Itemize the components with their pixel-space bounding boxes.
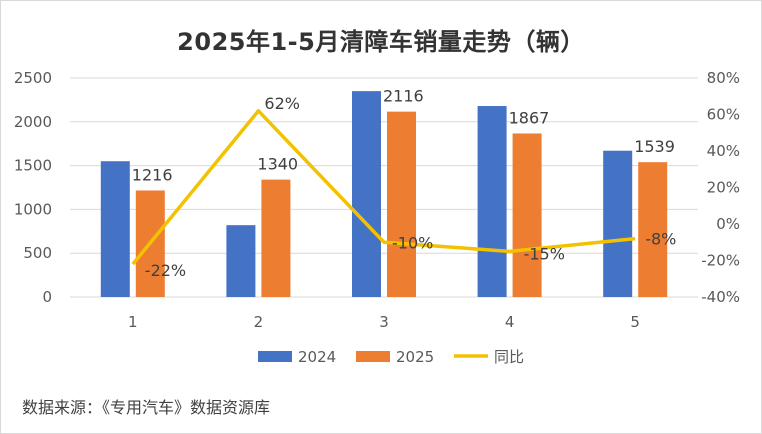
bar-2025 <box>638 162 668 297</box>
y-right-tick-label: -20% <box>701 252 740 270</box>
bars-layer <box>100 91 668 297</box>
line-layer <box>131 109 636 266</box>
y-right-tick-label: 0% <box>716 215 740 233</box>
bar-data-label: 2116 <box>383 87 424 106</box>
line-data-label: -15% <box>524 244 565 263</box>
bar-2025 <box>387 111 416 297</box>
axes-layer: 0 500 1000 1500 2000 2500 -40% -20% 0% 20% 40% 60% 8… <box>14 69 740 331</box>
y-left-tick-label: 2500 <box>14 69 52 87</box>
line-data-label: 62% <box>264 94 300 113</box>
data-source-note: 数据来源：《专用汽车》数据资源库 <box>22 398 271 417</box>
y-right-tick-label: 60% <box>707 106 740 124</box>
legend: 2024 2025 同比 <box>258 348 524 366</box>
bar-data-label: 1539 <box>634 137 675 156</box>
legend-swatch-2024 <box>258 351 292 362</box>
x-tick-label: 1 <box>128 313 138 331</box>
legend-swatch-2025 <box>356 351 390 362</box>
yoy-line <box>131 109 636 266</box>
chart-title: 2025年1-5月清障车销量走势（辆） <box>177 28 585 56</box>
bar-2025 <box>261 179 291 297</box>
bar-data-label: 1340 <box>257 155 298 174</box>
y-left-tick-label: 2000 <box>14 113 52 131</box>
bar-2024 <box>477 106 507 297</box>
y-left-tick-label: 1000 <box>14 200 52 218</box>
y-right-tick-label: 80% <box>707 69 740 87</box>
line-data-label: -10% <box>392 233 433 252</box>
y-right-tick-label: -40% <box>701 288 740 306</box>
line-data-label: -8% <box>645 230 676 249</box>
bar-2024 <box>603 150 633 297</box>
y-left-tick-label: 500 <box>23 244 52 262</box>
x-tick-label: 2 <box>254 313 264 331</box>
bar-2024 <box>100 161 130 297</box>
legend-label-同比: 同比 <box>494 348 524 366</box>
labels-layer: 1216 1340 2116 1867 1539 -22% 62% -10% -15% -8% <box>132 87 677 281</box>
x-tick-label: 4 <box>505 313 515 331</box>
x-tick-label: 5 <box>630 313 640 331</box>
y-right-tick-label: 20% <box>707 179 740 197</box>
bar-2024 <box>352 91 381 297</box>
x-tick-label: 3 <box>379 313 389 331</box>
y-left-tick-label: 1500 <box>14 157 52 175</box>
line-data-label: -22% <box>145 261 186 280</box>
legend-label-2024: 2024 <box>298 348 336 366</box>
grid-layer <box>70 77 698 298</box>
bar-2024 <box>226 225 256 297</box>
legend-label-2025: 2025 <box>396 348 434 366</box>
y-right-tick-label: 40% <box>707 142 740 160</box>
bar-2025 <box>512 133 542 297</box>
bar-data-label: 1216 <box>132 165 173 184</box>
y-left-tick-label: 0 <box>42 288 52 306</box>
bar-data-label: 1867 <box>509 108 550 127</box>
